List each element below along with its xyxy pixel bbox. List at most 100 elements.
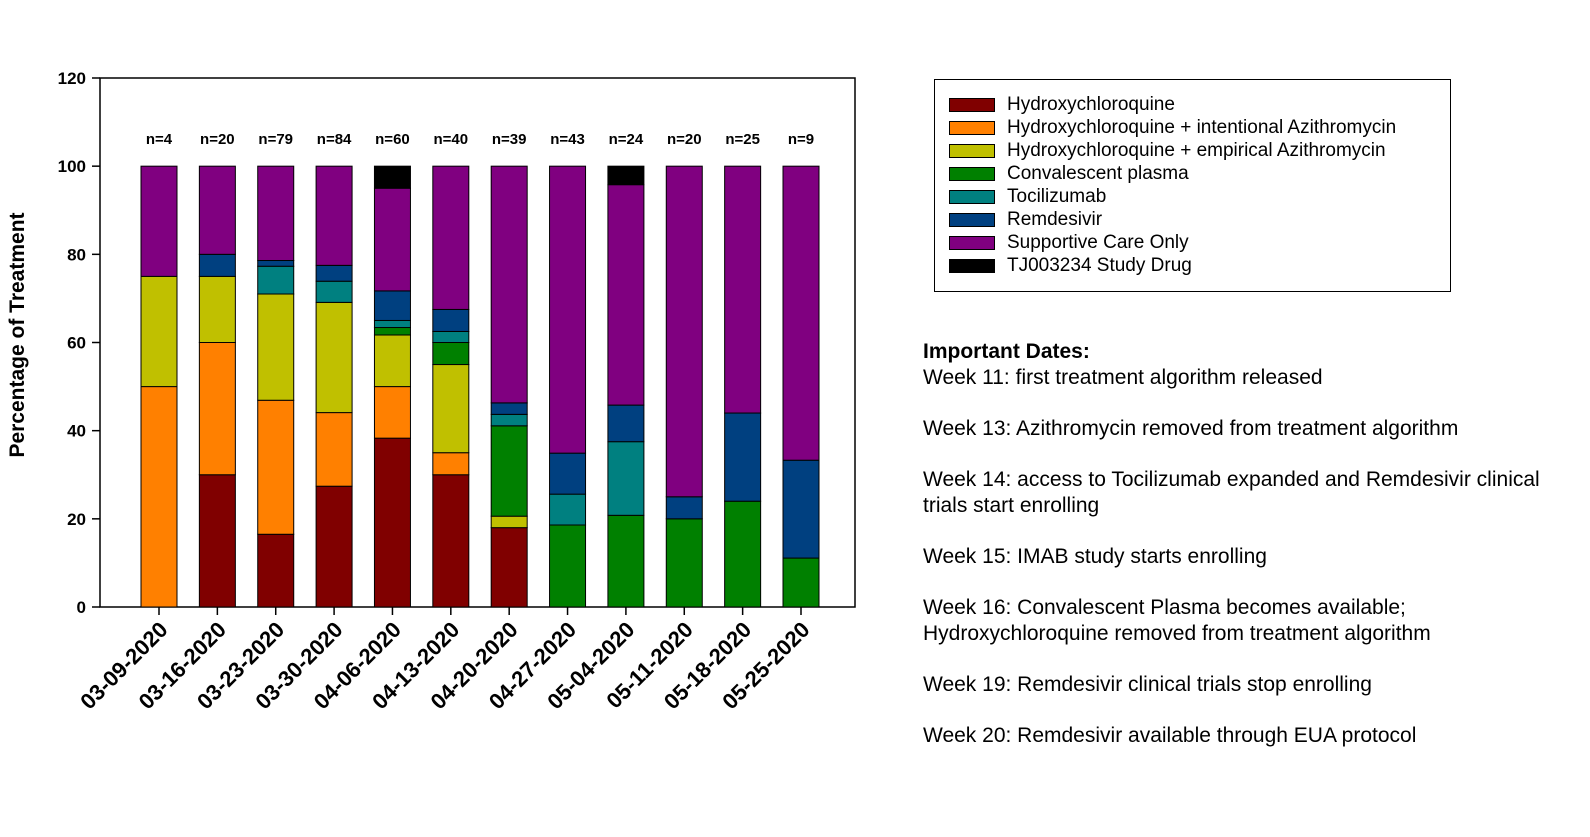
legend-swatch xyxy=(949,190,995,204)
x-axis: 03-09-202003-16-202003-23-202003-30-2020… xyxy=(75,607,815,714)
y-axis: 0 20 40 60 80 100 120 xyxy=(58,69,100,617)
n-label: n=25 xyxy=(725,131,760,148)
date-item: Week 20: Remdesivir available through EU… xyxy=(923,724,1417,747)
legend-label: Tocilizumab xyxy=(1007,186,1107,207)
bar-segment xyxy=(782,459,820,559)
bar-segment xyxy=(607,404,645,443)
legend-label: Hydroxychloroquine + intentional Azithro… xyxy=(1007,117,1397,138)
bar-segment xyxy=(490,165,528,404)
bar-segment xyxy=(198,165,236,255)
bar-segment xyxy=(257,260,295,267)
bar-segment xyxy=(607,514,645,608)
n-label: n=20 xyxy=(667,131,702,148)
bar-segment xyxy=(665,165,703,498)
legend-item: Hydroxychloroquine + intentional Azithro… xyxy=(949,117,1396,139)
bar-segment xyxy=(665,518,703,608)
bar-segment xyxy=(607,441,645,516)
date-item: Week 19: Remdesivir clinical trials stop… xyxy=(923,673,1372,696)
n-label: n=84 xyxy=(317,131,352,148)
bar-segment xyxy=(432,165,470,310)
legend-label: Supportive Care Only xyxy=(1007,232,1189,253)
legend-item: Hydroxychloroquine xyxy=(949,94,1175,116)
bar-segment xyxy=(490,527,528,608)
important-dates-panel: Important Dates: Week 11: first treatmen… xyxy=(923,339,1573,774)
y-tick-label: 20 xyxy=(67,510,86,529)
bar-segment xyxy=(315,412,353,487)
y-tick-label: 40 xyxy=(67,422,86,441)
date-item: Week 16: Convalescent Plasma becomes ava… xyxy=(923,596,1431,645)
legend-swatch xyxy=(949,121,995,135)
legend-label: Remdesivir xyxy=(1007,209,1103,230)
bar-segment xyxy=(373,165,411,189)
bar-segment xyxy=(724,412,762,502)
date-item: Week 11: first treatment algorithm relea… xyxy=(923,366,1323,389)
bar-segment xyxy=(490,425,528,517)
bar-segment xyxy=(315,264,353,282)
bar-segment xyxy=(432,330,470,343)
n-label: n=40 xyxy=(434,131,469,148)
legend-label: Hydroxychloroquine xyxy=(1007,94,1175,115)
n-label: n=60 xyxy=(375,131,410,148)
bar-segment xyxy=(432,364,470,454)
bar-segment xyxy=(782,557,820,608)
bar-segment xyxy=(315,485,353,608)
y-tick-label: 60 xyxy=(67,334,86,353)
bar-segment xyxy=(315,280,353,303)
bar-segment xyxy=(665,496,703,520)
legend-swatch xyxy=(949,236,995,250)
bar-segment xyxy=(549,165,587,454)
bar-segment xyxy=(257,293,295,401)
bar-segment xyxy=(140,165,178,277)
bar-segment xyxy=(198,275,236,343)
bar-segment xyxy=(315,165,353,266)
n-label: n=79 xyxy=(258,131,293,148)
bar-segment xyxy=(782,165,820,461)
y-tick-label: 120 xyxy=(58,69,86,88)
bar-segment xyxy=(198,474,236,608)
bar-segment xyxy=(490,402,528,415)
legend-item: Convalescent plasma xyxy=(949,163,1189,185)
n-label: n=43 xyxy=(550,131,585,148)
y-tick-label: 80 xyxy=(67,245,86,264)
legend-item: TJ003234 Study Drug xyxy=(949,255,1192,277)
bar-segment xyxy=(140,275,178,388)
bar-segment xyxy=(257,399,295,535)
legend-label: TJ003234 Study Drug xyxy=(1007,255,1192,276)
n-label: n=24 xyxy=(609,131,644,148)
bar-segment xyxy=(432,452,470,476)
bar-segment xyxy=(724,165,762,414)
bar-segment xyxy=(549,493,587,526)
bar-segment xyxy=(432,342,470,366)
legend-swatch xyxy=(949,98,995,112)
bar-segment xyxy=(607,184,645,406)
bar-segment xyxy=(490,413,528,427)
legend-label: Convalescent plasma xyxy=(1007,163,1189,184)
y-tick-label: 100 xyxy=(58,157,86,176)
bar-segment xyxy=(140,386,178,608)
bar-segment xyxy=(373,319,411,329)
bar-segment xyxy=(198,342,236,476)
bar-segment xyxy=(373,187,411,292)
bar-segment xyxy=(257,265,295,295)
bar-segment xyxy=(607,165,645,186)
bar-segment xyxy=(257,165,295,262)
important-dates-title: Important Dates: xyxy=(923,340,1090,363)
bar-segment xyxy=(257,533,295,608)
bar-segment xyxy=(373,327,411,336)
legend-swatch xyxy=(949,167,995,181)
legend-item: Tocilizumab xyxy=(949,186,1106,208)
legend-swatch xyxy=(949,213,995,227)
bars-group xyxy=(140,165,820,608)
bar-segment xyxy=(198,253,236,277)
legend-label: Hydroxychloroquine + empirical Azithromy… xyxy=(1007,140,1386,161)
date-item: Week 13: Azithromycin removed from treat… xyxy=(923,417,1459,440)
legend-item: Remdesivir xyxy=(949,209,1102,231)
n-label: n=20 xyxy=(200,131,235,148)
sample-size-labels: n=4 n=20 n=79 n=84 n=60 n=40 n=39 n=43 n=24 n=20 n… xyxy=(146,131,814,148)
bar-segment xyxy=(373,437,411,608)
bar-segment xyxy=(549,524,587,608)
bar-segment xyxy=(490,515,528,529)
legend-item: Supportive Care Only xyxy=(949,232,1189,254)
bar-segment xyxy=(315,301,353,414)
